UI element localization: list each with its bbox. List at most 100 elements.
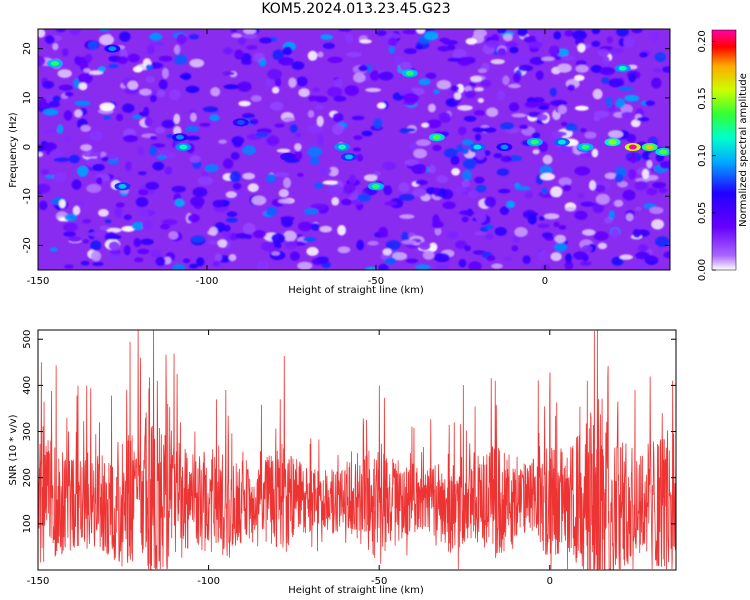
heatmap-cell <box>209 114 220 122</box>
heatmap-cell <box>508 83 521 89</box>
heatmap-cell <box>231 136 245 145</box>
heatmap-cell <box>317 51 324 58</box>
snr-series <box>38 330 676 570</box>
heatmap-cell <box>503 256 513 261</box>
heatmap-cell <box>99 29 111 32</box>
heatmap-cell <box>189 58 205 68</box>
heatmap-cell <box>498 188 511 194</box>
heatmap-cell <box>623 36 635 48</box>
heatmap-cell <box>614 173 624 183</box>
heatmap-cell <box>259 37 273 44</box>
heatmap-cell <box>155 256 166 266</box>
snr-x-label: Height of straight line (km) <box>288 585 424 596</box>
heatmap-cell <box>266 135 280 146</box>
heatmap-cell <box>582 229 596 236</box>
heatmap-cell <box>315 104 324 110</box>
heatmap-cell <box>506 200 515 209</box>
heatmap-cell <box>357 193 371 202</box>
heatmap-cell <box>376 102 386 109</box>
heatmap-cell <box>312 87 320 92</box>
heatmap-cell <box>97 66 106 72</box>
heatmap-cell <box>486 255 496 261</box>
heatmap-cell <box>139 88 152 96</box>
heatmap-cell <box>416 29 426 34</box>
heatmap-cell <box>651 219 664 230</box>
heatmap-cell <box>295 132 302 138</box>
heatmap-feature-core <box>284 154 293 160</box>
heatmap-cell <box>462 158 477 170</box>
heatmap-cell <box>637 117 650 122</box>
heatmap-cell <box>231 33 243 38</box>
x-tick-label: -50 <box>371 576 387 587</box>
heatmap-cell <box>247 183 259 193</box>
heatmap-cell <box>272 49 285 61</box>
heatmap-cell <box>333 78 344 88</box>
heatmap-cell <box>274 172 290 178</box>
heatmap-cell <box>398 182 410 193</box>
heatmap-cell <box>565 253 572 264</box>
heatmap-cell <box>110 249 122 255</box>
heatmap-cell <box>92 261 104 267</box>
heatmap-cell <box>229 171 241 183</box>
heatmap-cell <box>519 124 529 130</box>
heatmap-cell <box>241 59 253 65</box>
heatmap-cell <box>630 119 641 128</box>
heatmap-cell <box>415 264 431 270</box>
heatmap-cell <box>80 144 92 152</box>
heatmap-cell <box>134 257 144 263</box>
heatmap-cell <box>399 214 415 220</box>
heatmap-cell <box>416 139 431 147</box>
heatmap-cell <box>490 59 505 65</box>
heatmap-cell <box>630 152 637 164</box>
heatmap-cell <box>485 233 494 240</box>
heatmap-cell <box>437 45 450 52</box>
heatmap-cell <box>327 56 343 63</box>
heatmap-feature-core <box>659 149 668 155</box>
heatmap-cell <box>369 70 380 81</box>
heatmap-cell <box>550 252 562 262</box>
heatmap-cell <box>584 131 597 139</box>
heatmap-feature-core <box>371 183 380 189</box>
heatmap-cell <box>133 237 142 248</box>
heatmap-cell <box>155 126 166 134</box>
heatmap-cell <box>212 260 221 267</box>
heatmap-cell <box>349 174 357 184</box>
heatmap-cell <box>44 35 55 44</box>
heatmap-cell <box>577 193 585 199</box>
heatmap-cell <box>610 47 625 54</box>
heatmap-cell <box>543 213 560 220</box>
heatmap-cell <box>192 187 208 198</box>
heatmap-cell <box>486 107 499 117</box>
heatmap-cell <box>38 29 46 38</box>
heatmap-cell <box>294 143 302 152</box>
heatmap-cell <box>591 29 601 35</box>
heatmap-cell <box>644 100 655 106</box>
heatmap-cell <box>531 132 541 139</box>
heatmap-cell <box>649 206 664 215</box>
heatmap-cell <box>145 64 153 71</box>
heatmap-feature-core <box>50 61 59 66</box>
heatmap-cell <box>230 152 240 160</box>
x-tick-label: 0 <box>547 576 553 587</box>
heatmap-cell <box>580 201 595 207</box>
heatmap-cell <box>74 100 91 106</box>
heatmap-cell <box>425 72 437 80</box>
heatmap-cell <box>142 220 154 231</box>
heatmap-cell <box>468 81 477 87</box>
heatmap-cell <box>132 66 143 73</box>
heatmap-cell <box>356 154 364 162</box>
heatmap-cell <box>493 153 503 159</box>
heatmap-cell <box>426 119 442 129</box>
heatmap-cell <box>52 43 59 51</box>
heatmap-cell <box>514 182 521 188</box>
y-tick-label: 10 <box>22 91 33 104</box>
heatmap-cell <box>475 212 487 223</box>
heatmap-cell <box>611 256 624 266</box>
heatmap-cell <box>236 190 245 198</box>
heatmap-cell <box>652 182 667 189</box>
heatmap-cell <box>149 135 158 140</box>
heatmap-cell <box>96 177 103 185</box>
heatmap-cell <box>402 29 418 35</box>
heatmap-cell <box>415 44 424 50</box>
